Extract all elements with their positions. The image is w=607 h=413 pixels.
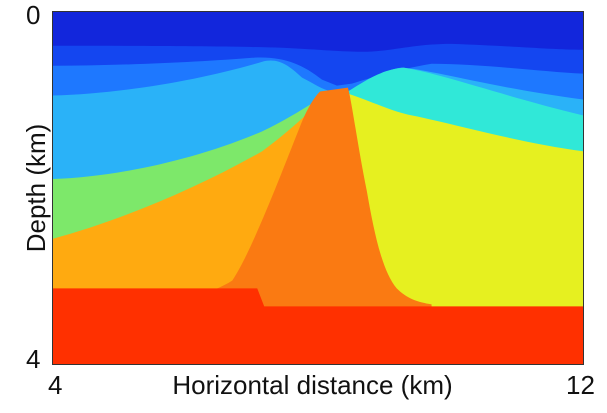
y-axis-label: Depth (km) <box>21 123 51 253</box>
x-tick-left: 4 <box>48 370 63 400</box>
x-tick-right: 12 <box>566 370 595 400</box>
y-tick-top: 0 <box>26 0 41 30</box>
basement <box>53 288 583 364</box>
velocity-model-plot <box>52 11 584 365</box>
y-tick-bottom: 4 <box>26 344 41 374</box>
x-axis-label: Horizontal distance (km) <box>172 370 453 400</box>
velocity-model-layers <box>53 12 583 364</box>
salt-body <box>53 87 432 364</box>
